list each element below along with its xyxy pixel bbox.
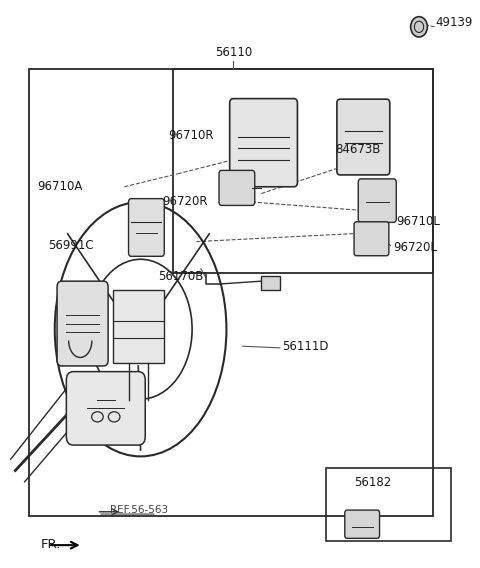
Text: 96710A: 96710A [37, 180, 83, 193]
FancyBboxPatch shape [337, 99, 390, 175]
Bar [326, 467, 452, 541]
Text: 84673B: 84673B [336, 143, 381, 156]
Text: 56110: 56110 [215, 46, 252, 59]
Bar [29, 69, 433, 516]
FancyBboxPatch shape [230, 99, 298, 187]
Circle shape [411, 16, 427, 37]
Text: FR.: FR. [41, 537, 61, 550]
Text: 56111D: 56111D [282, 340, 329, 353]
FancyBboxPatch shape [219, 170, 255, 206]
Text: 96720L: 96720L [394, 241, 437, 254]
Bar [261, 275, 280, 290]
FancyBboxPatch shape [358, 179, 396, 223]
FancyBboxPatch shape [129, 199, 164, 256]
Bar [173, 69, 433, 273]
FancyBboxPatch shape [57, 281, 108, 366]
Text: 96710L: 96710L [396, 215, 440, 228]
Text: 96710R: 96710R [168, 130, 214, 143]
FancyBboxPatch shape [345, 510, 380, 538]
Text: 56170B: 56170B [158, 270, 203, 283]
Text: 96720R: 96720R [162, 195, 208, 208]
Bar [113, 290, 164, 363]
Text: 49139: 49139 [435, 16, 473, 29]
Text: REF.56-563: REF.56-563 [110, 505, 168, 515]
Text: 56991C: 56991C [48, 239, 94, 252]
FancyBboxPatch shape [66, 371, 145, 445]
FancyBboxPatch shape [354, 222, 389, 256]
Text: 56182: 56182 [354, 477, 391, 490]
